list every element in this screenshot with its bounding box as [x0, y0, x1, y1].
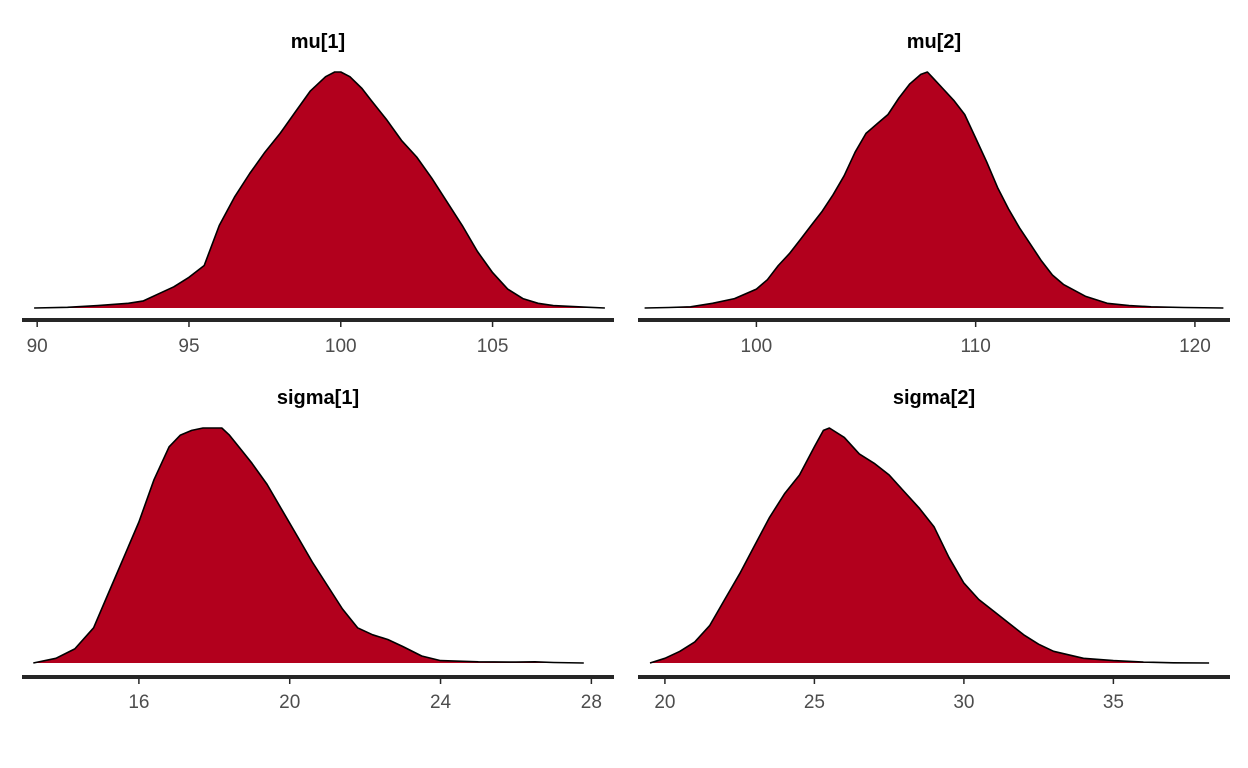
x-tick-label: 120: [1179, 336, 1211, 357]
density-area: [33, 428, 584, 663]
panel-title: mu[1]: [291, 31, 345, 53]
x-tick-label: 110: [961, 336, 991, 357]
panel-title: mu[2]: [907, 31, 961, 53]
density-panel: mu[2] 100 110 120: [638, 31, 1230, 357]
panel-title: sigma[1]: [277, 387, 359, 409]
x-tick-label: 105: [477, 336, 509, 357]
panel-title: sigma[2]: [893, 387, 975, 409]
density-outline: [644, 71, 1224, 309]
x-tick-label: 90: [27, 336, 48, 357]
density-outline: [649, 427, 1210, 664]
x-tick-label: 20: [654, 692, 675, 713]
density-area: [34, 72, 605, 308]
density-outline: [34, 71, 605, 309]
density-panel: mu[1] 90 95 100 105: [22, 31, 614, 357]
density-outline: [33, 427, 584, 664]
x-tick-label: 24: [430, 692, 452, 713]
x-tick-label: 100: [325, 336, 357, 357]
x-tick-label: 30: [953, 692, 974, 713]
x-tick-label: 20: [279, 692, 300, 713]
x-tick-label: 28: [581, 692, 602, 713]
x-tick-label: 16: [128, 692, 149, 713]
density-panel: sigma[1] 16 20 24 28: [22, 387, 614, 713]
density-area: [644, 72, 1224, 308]
x-tick-label: 95: [178, 336, 199, 357]
x-tick-label: 25: [804, 692, 825, 713]
x-tick-label: 35: [1103, 692, 1124, 713]
density-area: [650, 428, 1210, 663]
density-panel: sigma[2] 20 25 30 35: [638, 387, 1230, 713]
x-tick-label: 100: [741, 336, 773, 357]
